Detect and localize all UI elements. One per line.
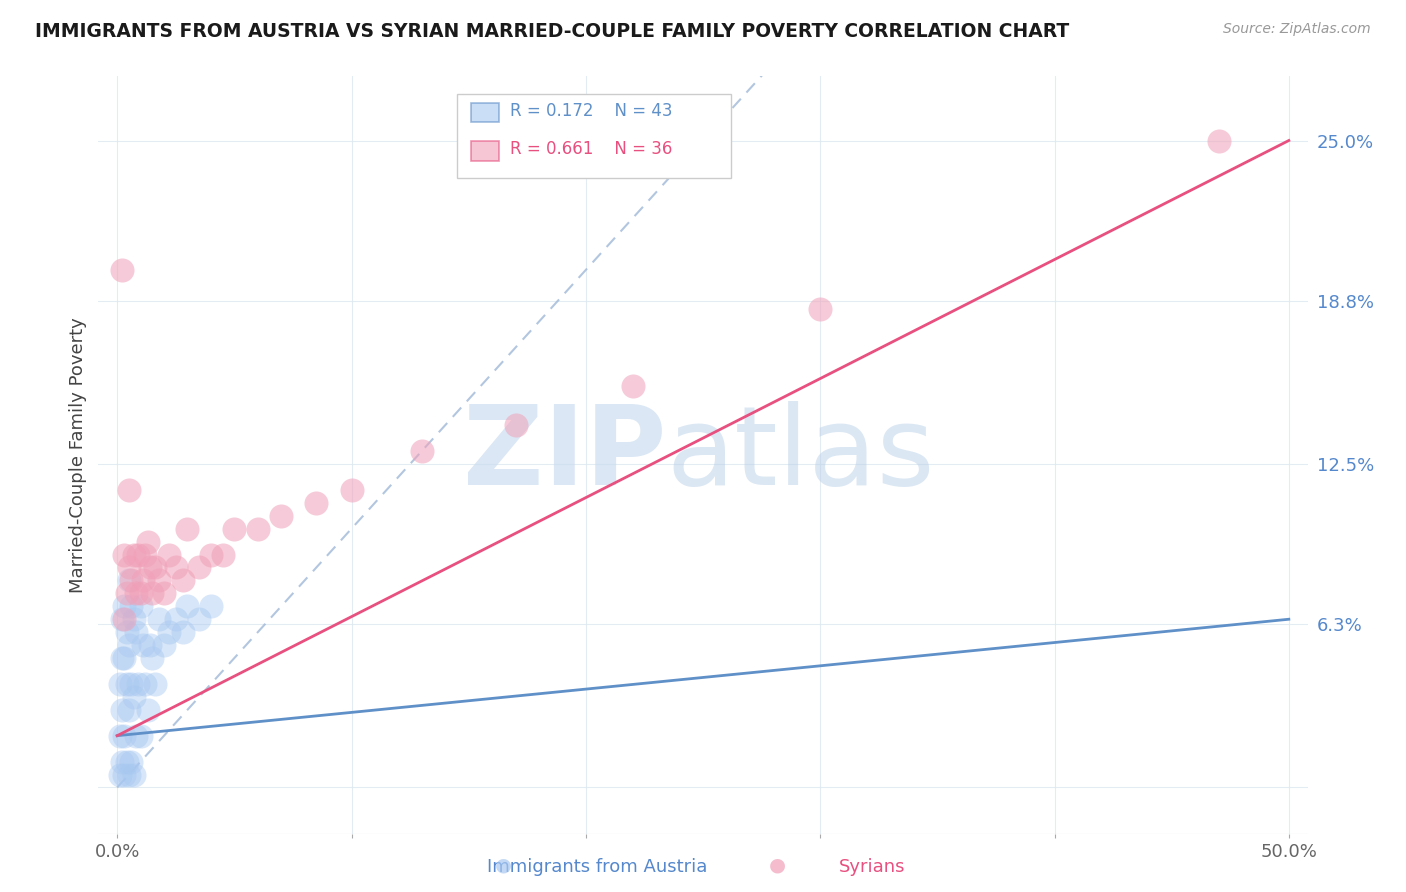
Point [136, 703, 159, 717]
Text: ●: ● [495, 855, 512, 875]
Point [129, 599, 152, 614]
Point [153, 638, 176, 652]
Point [132, 574, 155, 588]
Point [125, 586, 148, 600]
Point [200, 599, 222, 614]
Point [141, 651, 163, 665]
Point [118, 560, 141, 574]
Point [115, 677, 138, 691]
Point [176, 599, 198, 614]
Point [139, 638, 162, 652]
Text: ●: ● [769, 855, 786, 875]
Point [211, 548, 233, 562]
Text: IMMIGRANTS FROM AUSTRIA VS SYRIAN MARRIED-COUPLE FAMILY POVERTY CORRELATION CHAR: IMMIGRANTS FROM AUSTRIA VS SYRIAN MARRIE… [35, 22, 1070, 41]
Point [115, 625, 138, 640]
Text: Immigrants from Austria: Immigrants from Austria [488, 858, 707, 876]
Text: R = 0.661    N = 36: R = 0.661 N = 36 [510, 140, 672, 158]
Point [143, 560, 166, 574]
Point [148, 574, 170, 588]
Point [246, 522, 269, 536]
Point [115, 755, 138, 769]
Point [108, 767, 131, 781]
Point [153, 586, 176, 600]
Point [112, 548, 135, 562]
Text: Syrians: Syrians [838, 858, 905, 876]
Point [120, 755, 142, 769]
Point [127, 677, 149, 691]
Point [808, 301, 831, 316]
Point [172, 574, 194, 588]
Point [200, 548, 222, 562]
Point [157, 548, 180, 562]
Point [1208, 134, 1230, 148]
Point [621, 379, 644, 393]
Point [125, 625, 148, 640]
Point [165, 612, 187, 626]
Point [270, 508, 292, 523]
Point [505, 418, 527, 433]
Point [112, 612, 135, 626]
Point [127, 548, 149, 562]
Point [188, 612, 211, 626]
Point [411, 444, 433, 458]
Point [112, 729, 135, 743]
Point [134, 548, 156, 562]
Point [111, 263, 134, 277]
Point [118, 638, 141, 652]
Point [139, 560, 162, 574]
Point [129, 586, 152, 600]
Point [224, 522, 246, 536]
Point [118, 574, 141, 588]
Point [129, 729, 152, 743]
Point [157, 625, 180, 640]
Point [141, 586, 163, 600]
Text: R = 0.172    N = 43: R = 0.172 N = 43 [510, 103, 673, 120]
Point [111, 612, 134, 626]
Point [125, 729, 148, 743]
Point [118, 703, 141, 717]
Point [165, 560, 187, 574]
Point [111, 755, 134, 769]
Point [118, 483, 141, 497]
Text: atlas: atlas [666, 401, 935, 508]
Point [112, 767, 135, 781]
Text: ZIP: ZIP [464, 401, 666, 508]
Point [115, 586, 138, 600]
Point [111, 703, 134, 717]
Y-axis label: Married-Couple Family Poverty: Married-Couple Family Poverty [69, 317, 87, 593]
Point [108, 729, 131, 743]
Point [122, 612, 145, 626]
Point [176, 522, 198, 536]
Point [148, 612, 170, 626]
Point [136, 534, 159, 549]
Point [132, 638, 155, 652]
Point [122, 548, 145, 562]
Point [340, 483, 363, 497]
Point [120, 677, 142, 691]
Point [120, 599, 142, 614]
Point [108, 677, 131, 691]
Text: Source: ZipAtlas.com: Source: ZipAtlas.com [1223, 22, 1371, 37]
Point [172, 625, 194, 640]
Point [122, 767, 145, 781]
Point [122, 690, 145, 704]
Point [134, 677, 156, 691]
Point [188, 560, 211, 574]
Point [111, 651, 134, 665]
Point [112, 651, 135, 665]
Point [118, 767, 141, 781]
Point [305, 496, 328, 510]
Point [120, 574, 142, 588]
Point [143, 677, 166, 691]
Point [112, 599, 135, 614]
